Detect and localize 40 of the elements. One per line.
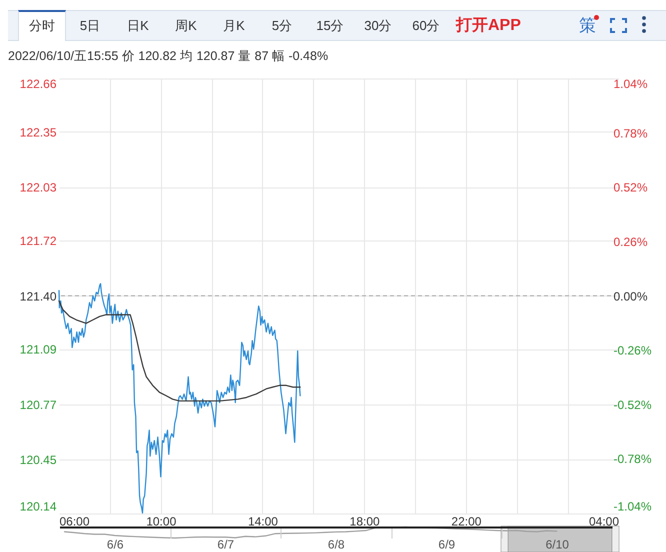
x-tick-label: 04:00 bbox=[588, 514, 620, 528]
y2-tick-label: 0.00% bbox=[614, 289, 648, 304]
text: 周K bbox=[174, 17, 198, 35]
x-tick-label: 6/9 bbox=[438, 538, 456, 552]
text: 5分 bbox=[270, 17, 294, 35]
y-tick-label: 121.40 bbox=[20, 289, 57, 304]
text: 60分 bbox=[411, 17, 441, 35]
x-tick-label: 10:00 bbox=[146, 514, 177, 528]
y-tick-label: 122.03 bbox=[20, 180, 57, 195]
text: 策 bbox=[579, 15, 596, 37]
text: 15分 bbox=[315, 17, 345, 35]
x-tick-label: 06:00 bbox=[60, 514, 90, 528]
x-tick-label: 6/6 bbox=[106, 538, 124, 552]
y-tick-label: 121.72 bbox=[20, 234, 57, 248]
y-tick-label: 121.09 bbox=[20, 342, 57, 357]
x-tick-label: 6/8 bbox=[328, 538, 345, 552]
text: 5日 bbox=[78, 17, 102, 35]
y-tick-label: 120.77 bbox=[20, 398, 57, 412]
y-tick-label: 122.66 bbox=[20, 77, 57, 91]
x-tick-label: 6/7 bbox=[217, 538, 234, 552]
text: 打开APP bbox=[456, 16, 521, 36]
y-tick-label: 122.35 bbox=[20, 125, 57, 140]
y2-tick-label: 0.52% bbox=[614, 180, 648, 195]
text: 日K bbox=[126, 17, 150, 35]
y2-tick-label: 0.26% bbox=[614, 234, 648, 249]
chart-subtitle: 2022/06/10/五15:55 价 120.82 均 120.87 量 87 幅 -0.48% bbox=[8, 48, 328, 65]
x-tick-label: 18:00 bbox=[350, 514, 380, 528]
x-tick-label: 22:00 bbox=[451, 514, 482, 528]
x-tick-label: 6/10 bbox=[546, 538, 570, 552]
text: 月K bbox=[222, 17, 246, 35]
y2-tick-label: 0.78% bbox=[614, 126, 648, 140]
y2-tick-label: -1.04% bbox=[614, 500, 652, 514]
y2-tick-label: -0.26% bbox=[614, 344, 652, 358]
y-tick-label: 120.14 bbox=[20, 500, 57, 514]
y2-tick-label: -0.52% bbox=[614, 398, 652, 412]
y2-tick-label: -0.78% bbox=[614, 452, 652, 466]
text: 30分 bbox=[363, 17, 393, 35]
y-tick-label: 120.45 bbox=[20, 453, 57, 468]
y2-tick-label: 1.04% bbox=[614, 77, 648, 91]
x-tick-label: 14:00 bbox=[248, 514, 278, 528]
